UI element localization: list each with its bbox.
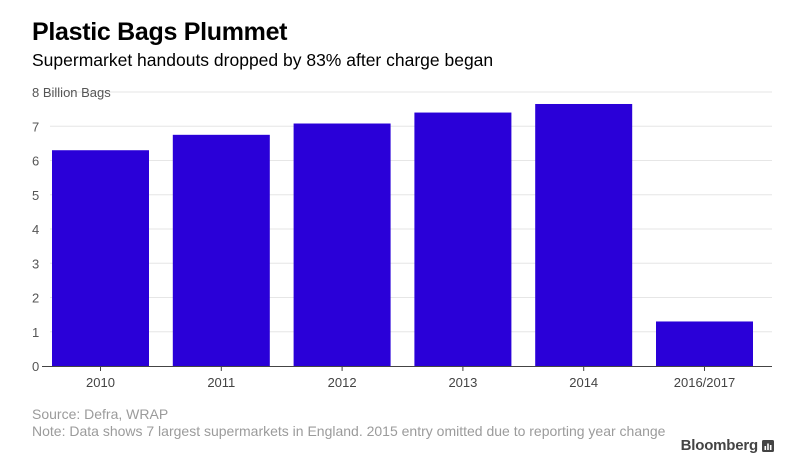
bar (293, 123, 391, 366)
bars (52, 103, 753, 367)
bar (172, 134, 270, 366)
y-tick-label: 1 (32, 325, 39, 340)
x-tick-label: 2010 (86, 375, 115, 390)
x-tick-label: 2012 (328, 375, 357, 390)
chart-footer: Source: Defra, WRAP Note: Data shows 7 l… (32, 406, 672, 440)
x-axis-ticks: 2010 2011 2012 2013 2014 2016/2017 (86, 366, 735, 390)
gridlines (50, 91, 772, 333)
y-tick-label: 2 (32, 291, 39, 306)
y-tick-label: 3 (32, 256, 39, 271)
y-axis-ticks: 0 1 2 3 4 5 6 7 8 Billion Bags (32, 85, 111, 374)
brand-name: Bloomberg (680, 437, 759, 454)
x-tick-label: 2016/2017 (674, 375, 735, 390)
bar (656, 321, 753, 366)
bar-chart-icon (762, 439, 774, 452)
y-tick-label: 4 (32, 222, 39, 237)
x-tick-label: 2011 (207, 375, 235, 390)
chart-subtitle: Supermarket handouts dropped by 83% afte… (32, 50, 494, 70)
source-note: Source: Defra, WRAP (32, 406, 169, 422)
bar (414, 112, 512, 366)
x-tick-label: 2014 (569, 375, 598, 390)
y-tick-label: 7 (32, 119, 39, 134)
y-tick-label: 8 Billion Bags (32, 85, 111, 100)
y-tick-label: 0 (32, 359, 39, 374)
bar (52, 150, 149, 366)
y-tick-label: 6 (32, 154, 39, 169)
bar (535, 103, 633, 367)
y-tick-label: 5 (32, 188, 39, 203)
data-note: Note: Data shows 7 largest supermarkets … (32, 423, 666, 439)
brand-logo: Bloomberg (681, 437, 774, 454)
x-tick-label: 2013 (448, 375, 477, 390)
chart-title: Plastic Bags Plummet (32, 18, 288, 46)
